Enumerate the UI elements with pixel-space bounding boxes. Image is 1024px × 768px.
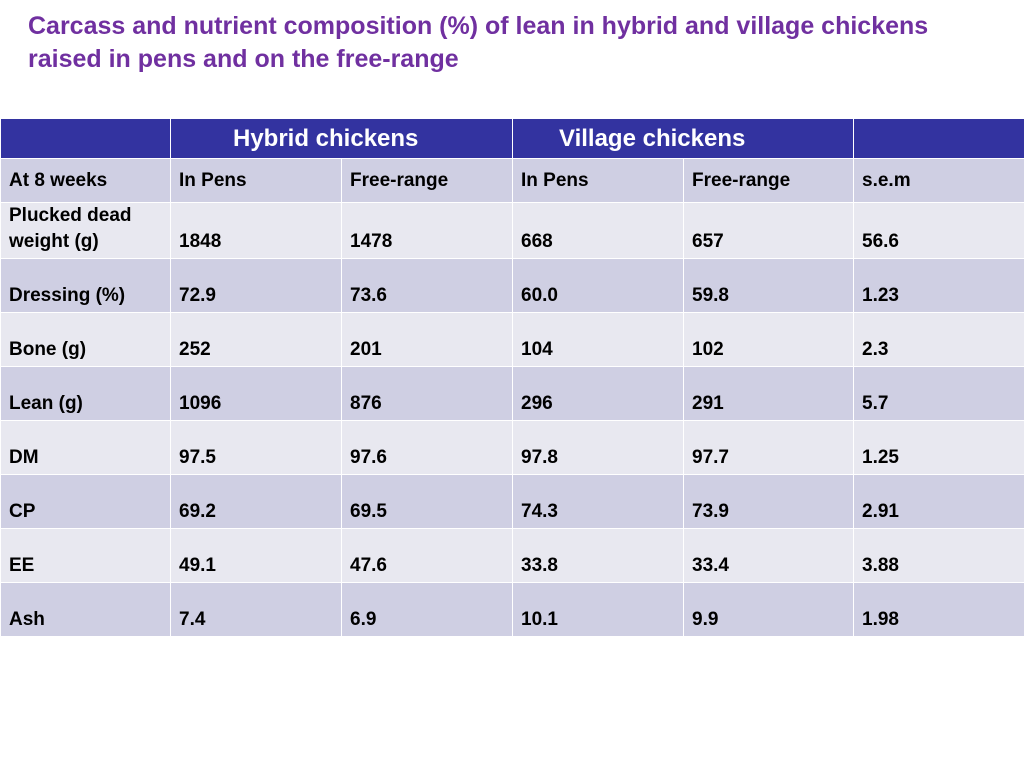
row-label: Dressing (%) — [0, 258, 171, 313]
group-header-row: Hybrid chickens Village chickens — [0, 118, 1024, 159]
table-cell: 1478 — [341, 202, 513, 259]
table-cell: 7.4 — [170, 582, 342, 637]
table-cell: 291 — [682, 366, 855, 421]
row-label: EE — [0, 528, 171, 583]
table-cell: 1.25 — [853, 420, 1024, 475]
table-row: CP 69.2 69.5 74.3 73.9 2.91 — [0, 474, 1024, 529]
table-cell: 73.6 — [341, 258, 513, 313]
table-cell: 73.9 — [682, 474, 855, 529]
table-body: Plucked dead weight (g) 1848 1478 668 657 56.… — [0, 202, 1024, 637]
group-header-last — [853, 118, 1024, 159]
table-cell: 97.7 — [682, 420, 855, 475]
table-cell: 657 — [682, 202, 855, 259]
table-row: DM 97.5 97.6 97.8 97.7 1.25 — [0, 420, 1024, 475]
table-cell: 49.1 — [170, 528, 342, 583]
table-cell: 1.23 — [853, 258, 1024, 313]
table-cell: 104 — [512, 312, 684, 367]
table-row: Dressing (%) 72.9 73.6 60.0 59.8 1.23 — [0, 258, 1024, 313]
table-cell: 69.2 — [170, 474, 342, 529]
table-row: Plucked dead weight (g) 1848 1478 668 657 56.… — [0, 202, 1024, 259]
group-header-village: Village chickens — [511, 118, 855, 159]
table-cell: 1848 — [170, 202, 342, 259]
row-label: Ash — [0, 582, 171, 637]
table-cell: 10.1 — [512, 582, 684, 637]
row-label: CP — [0, 474, 171, 529]
table-cell: 56.6 — [853, 202, 1024, 259]
table-cell: 97.8 — [512, 420, 684, 475]
table-cell: 33.4 — [682, 528, 855, 583]
sub-header-hybrid-pens: In Pens — [170, 158, 342, 203]
table-row: Lean (g) 1096 876 296 291 5.7 — [0, 366, 1024, 421]
table-cell: 74.3 — [512, 474, 684, 529]
table-cell: 59.8 — [682, 258, 855, 313]
table-cell: 296 — [512, 366, 684, 421]
table-row: Ash 7.4 6.9 10.1 9.9 1.98 — [0, 582, 1024, 637]
row-label: Bone (g) — [0, 312, 171, 367]
table-cell: 1096 — [170, 366, 342, 421]
table-cell: 97.6 — [341, 420, 513, 475]
table-cell: 9.9 — [682, 582, 855, 637]
table-cell: 668 — [512, 202, 684, 259]
row-label: DM — [0, 420, 171, 475]
sub-header-row: At 8 weeks In Pens Free-range In Pens Fr… — [0, 158, 1024, 203]
table-cell: 69.5 — [341, 474, 513, 529]
sub-header-age: At 8 weeks — [0, 158, 171, 203]
row-label: Lean (g) — [0, 366, 171, 421]
group-header-corner — [0, 118, 171, 159]
table-cell: 33.8 — [512, 528, 684, 583]
table-cell: 876 — [341, 366, 513, 421]
table-cell: 60.0 — [512, 258, 684, 313]
group-header-hybrid: Hybrid chickens — [170, 118, 513, 159]
slide-title: Carcass and nutrient composition (%) of … — [28, 12, 929, 73]
table-cell: 3.88 — [853, 528, 1024, 583]
composition-table: Hybrid chickens Village chickens At 8 we… — [0, 118, 1024, 637]
table-cell: 5.7 — [853, 366, 1024, 421]
sub-header-sem: s.e.m — [853, 158, 1024, 203]
table-cell: 201 — [341, 312, 513, 367]
sub-header-village-free-range: Free-range — [682, 158, 855, 203]
sub-header-village-pens: In Pens — [512, 158, 684, 203]
row-label: Plucked dead weight (g) — [0, 202, 171, 259]
sub-header-hybrid-free-range: Free-range — [341, 158, 513, 203]
table-cell: 2.3 — [853, 312, 1024, 367]
table-cell: 1.98 — [853, 582, 1024, 637]
table-cell: 6.9 — [341, 582, 513, 637]
table-cell: 97.5 — [170, 420, 342, 475]
table-row: EE 49.1 47.6 33.8 33.4 3.88 — [0, 528, 1024, 583]
table-row: Bone (g) 252 201 104 102 2.3 — [0, 312, 1024, 367]
table-cell: 2.91 — [853, 474, 1024, 529]
table-cell: 102 — [682, 312, 855, 367]
table-cell: 47.6 — [341, 528, 513, 583]
table-cell: 72.9 — [170, 258, 342, 313]
table-cell: 252 — [170, 312, 342, 367]
